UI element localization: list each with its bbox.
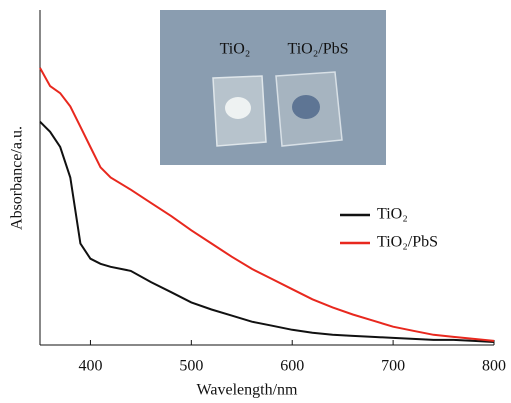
inset-label: TiO₂	[220, 41, 251, 58]
chart: TiO₂ TiO₂/PbS Wavelength/nm Absorbance/a…	[0, 0, 511, 403]
y-axis-label: Absorbance/a.u.	[9, 126, 26, 230]
inset-photo	[160, 10, 386, 165]
x-tick-label: 400	[78, 358, 102, 375]
legend-label: TiO₂	[377, 206, 408, 223]
x-tick-label: 700	[381, 358, 405, 375]
inset-label: TiO₂/PbS	[287, 41, 348, 58]
x-tick-label: 500	[179, 358, 203, 375]
legend-label: TiO₂/PbS	[377, 234, 438, 251]
x-tick-label: 800	[482, 358, 506, 375]
x-axis-label: Wavelength/nm	[197, 382, 298, 399]
x-tick-label: 600	[280, 358, 304, 375]
